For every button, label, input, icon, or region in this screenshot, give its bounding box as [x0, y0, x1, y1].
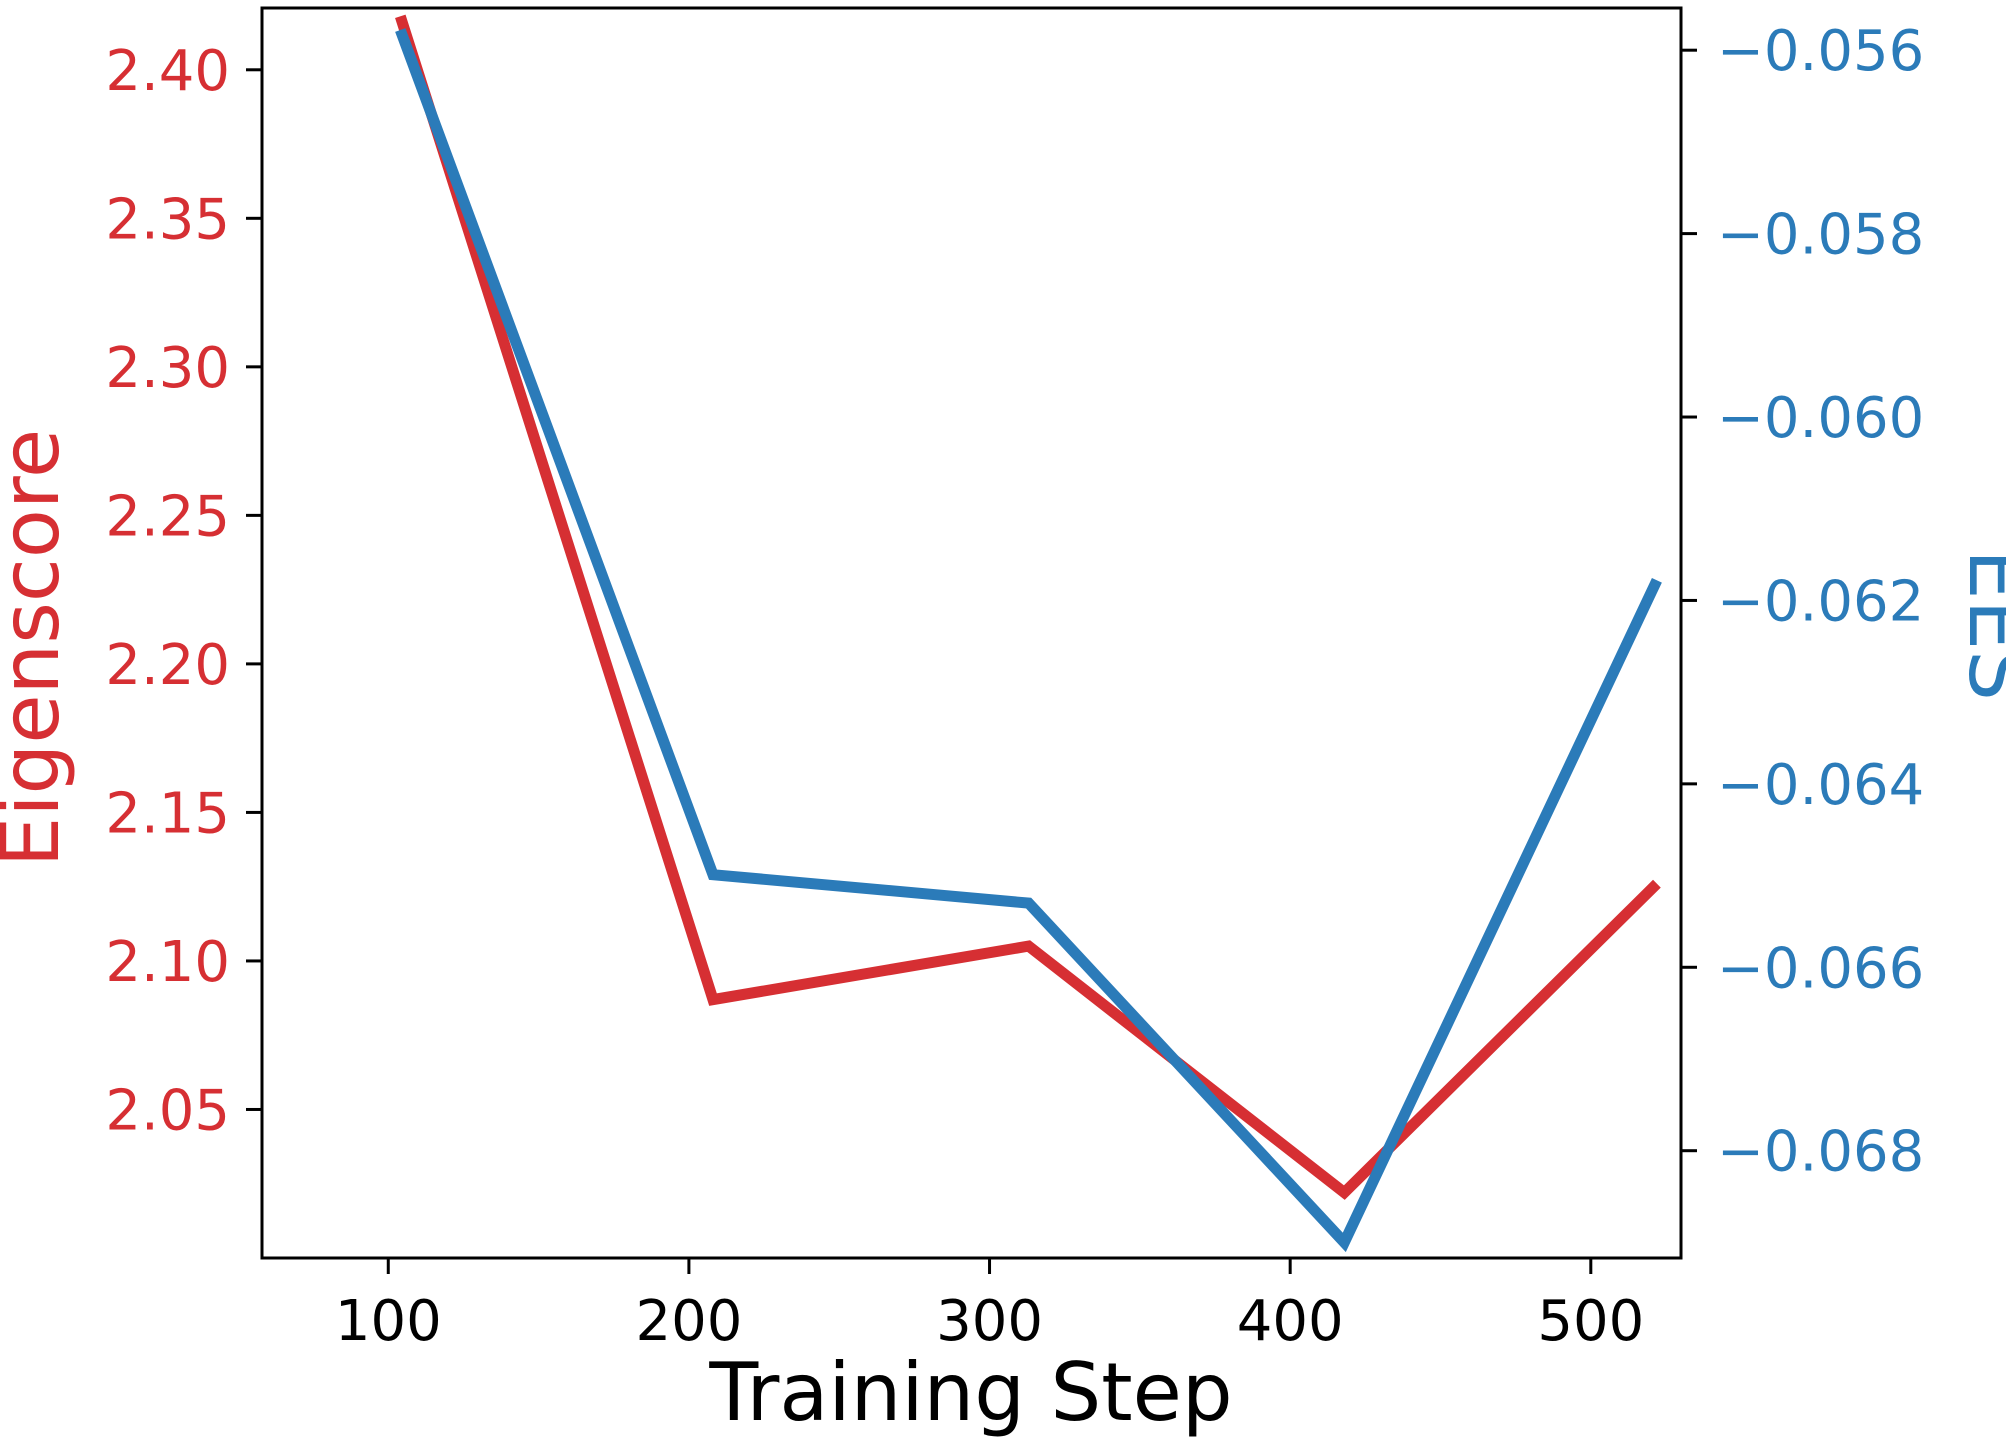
x-tick-label: 200: [635, 1289, 742, 1354]
x-tick-label: 400: [1237, 1289, 1344, 1354]
x-tick-label: 100: [335, 1289, 442, 1354]
y-left-tick-label: 2.25: [105, 484, 230, 549]
y-left-tick-label: 2.35: [105, 187, 230, 252]
y-left-tick-label: 2.15: [105, 781, 230, 846]
y-right-tick-label: −0.056: [1717, 19, 1924, 84]
y-left-tick-label: 2.30: [105, 336, 230, 401]
y-right-tick-label: −0.066: [1717, 936, 1924, 1001]
y-axis-right: −0.068 −0.066 −0.064 −0.062 −0.060 −0.058 −0.0…: [1681, 19, 1924, 1185]
x-axis-label: Training Step: [708, 1346, 1232, 1439]
y-left-tick-label: 2.05: [105, 1078, 230, 1143]
plot-frame: [260, 6, 1683, 1260]
x-axis: 100 200 300 400 500: [335, 1258, 1644, 1354]
y-left-tick-label: 2.10: [105, 930, 230, 995]
y-axis-left-label: Eigenscore: [0, 429, 77, 867]
series-layer: [395, 14, 1662, 1253]
y-right-tick-label: −0.068: [1717, 1120, 1924, 1185]
y-right-tick-label: −0.064: [1717, 753, 1924, 818]
y-left-tick-label: 2.20: [105, 633, 230, 698]
y-axis-right-label: EES: [1951, 549, 2006, 701]
y-right-tick-label: −0.058: [1717, 203, 1924, 268]
y-left-tick-label: 2.40: [105, 39, 230, 104]
y-right-tick-label: −0.062: [1717, 569, 1924, 634]
x-tick-label: 300: [936, 1289, 1043, 1354]
x-tick-label: 500: [1537, 1289, 1644, 1354]
y-right-tick-label: −0.060: [1717, 386, 1924, 451]
y-axis-left: 2.05 2.10 2.15 2.20 2.25 2.30 2.35 2.40: [105, 39, 262, 1143]
